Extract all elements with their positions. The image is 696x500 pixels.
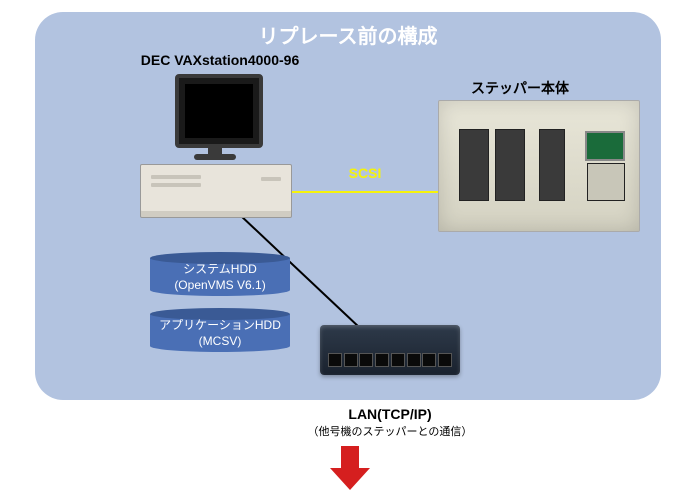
- scsi-label: SCSI: [335, 165, 395, 181]
- lan-sublabel: （他号機のステッパーとの通信）: [290, 423, 490, 439]
- network-switch-icon: [320, 325, 460, 375]
- app-hdd-cylinder: アプリケーションHDD (MCSV): [150, 308, 290, 352]
- system-hdd-line2: (OpenVMS V6.1): [174, 278, 265, 292]
- app-hdd-line1: アプリケーションHDD: [159, 318, 281, 332]
- system-hdd-line1: システムHDD: [183, 262, 257, 276]
- workstation-label: DEC VAXstation4000-96: [110, 52, 330, 68]
- down-arrow-icon: [330, 446, 370, 490]
- monitor-stand: [208, 144, 222, 154]
- diagram-title: リプレース前の構成: [0, 20, 696, 49]
- monitor-icon: [175, 74, 263, 148]
- monitor-base: [194, 154, 236, 160]
- desktop-computer-icon: [140, 164, 292, 218]
- system-hdd-cylinder: システムHDD (OpenVMS V6.1): [150, 252, 290, 296]
- lan-label: LAN(TCP/IP): [300, 406, 480, 422]
- stepper-label: ステッパー本体: [440, 78, 600, 98]
- app-hdd-line2: (MCSV): [199, 334, 242, 348]
- stepper-machine-icon: [438, 100, 640, 232]
